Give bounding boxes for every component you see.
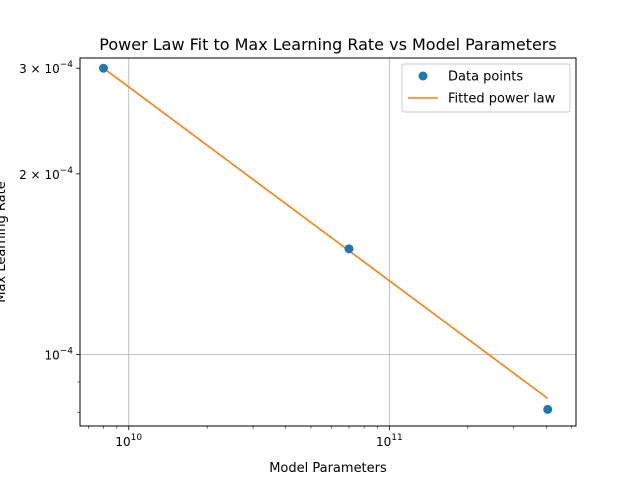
legend-label-fitted-power-law: Fitted power law bbox=[448, 92, 556, 107]
chart-title: Power Law Fit to Max Learning Rate vs Mo… bbox=[99, 35, 556, 54]
legend-frame bbox=[401, 63, 571, 113]
x-axis-label: Model Parameters bbox=[269, 461, 387, 476]
y-tick-label-base: 10 bbox=[44, 168, 59, 182]
data-point bbox=[99, 63, 109, 73]
data-point bbox=[344, 244, 354, 254]
x-tick-label: 1011 bbox=[376, 433, 403, 449]
data-point bbox=[543, 404, 553, 414]
y-tick-label-base: 10 bbox=[44, 348, 59, 362]
y-axis-label: Max Learning Rate bbox=[0, 181, 9, 302]
y-tick-label-coefficient: 2 × bbox=[19, 168, 44, 182]
y-tick-label: 3 × 10−4 bbox=[19, 60, 73, 76]
y-tick-label-exponent: −4 bbox=[60, 346, 74, 356]
x-tick-label: 1010 bbox=[115, 433, 142, 449]
x-tick-label-base: 10 bbox=[376, 435, 391, 449]
grid-lines bbox=[80, 58, 576, 426]
y-tick-label-exponent: −4 bbox=[60, 166, 74, 176]
plot-area bbox=[99, 63, 553, 414]
y-axis-ticks: 10−42 × 10−43 × 10−4 bbox=[19, 60, 80, 413]
legend-label-data-points: Data points bbox=[448, 70, 523, 85]
y-tick-label-coefficient: 3 × bbox=[19, 62, 44, 76]
x-tick-label-exponent: 10 bbox=[131, 433, 143, 443]
y-tick-label-base: 10 bbox=[44, 62, 59, 76]
x-tick-label-exponent: 11 bbox=[391, 433, 402, 443]
y-tick-label: 10−4 bbox=[44, 346, 73, 362]
x-axis-ticks: 1010 1011 bbox=[88, 426, 572, 449]
y-tick-label: 2 × 10−4 bbox=[19, 166, 73, 182]
axes-frame bbox=[79, 57, 577, 427]
x-tick-label-base: 10 bbox=[115, 435, 130, 449]
y-tick-label-exponent: −4 bbox=[60, 60, 74, 70]
fitted-power-law-line bbox=[103, 67, 549, 400]
legend: Data points Fitted power law bbox=[401, 63, 571, 113]
legend-marker-data-points bbox=[418, 71, 428, 81]
